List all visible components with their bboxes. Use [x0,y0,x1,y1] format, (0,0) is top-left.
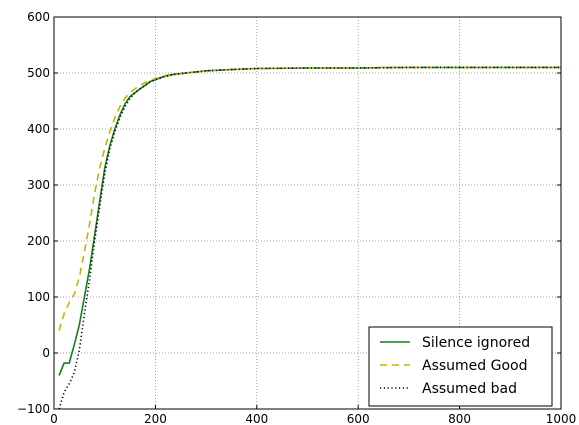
y-axis: −100 0 100 200 300 400 500 600 [17,10,561,416]
series-line-assumed-bad [58,66,561,410]
x-tick-label: 0 [50,412,58,425]
x-tick-label: 800 [448,412,471,425]
y-tick-label: 0 [42,346,50,360]
y-tick-label: 100 [27,290,50,304]
x-tick-label: 1000 [546,412,577,425]
plot-frame [53,16,562,410]
series-lines [58,66,561,410]
y-tick-label: 200 [27,234,50,248]
y-tick-label: −100 [17,402,50,416]
y-tick-label: 300 [27,178,50,192]
x-tick-label: 200 [144,412,167,425]
legend-label: Assumed bad [422,381,517,397]
legend-box [368,326,553,407]
x-axis: 0 200 400 600 800 1000 [50,405,576,425]
legend-label: Silence ignored [422,335,530,351]
y-tick-label: 600 [27,10,50,24]
y-tick-label: 400 [27,122,50,136]
legend: Silence ignored Assumed Good Assumed bad [368,326,553,407]
x-tick-label: 400 [245,412,268,425]
series-line-assumed-good [58,66,561,331]
y-tick-label: 500 [27,66,50,80]
legend-label: Assumed Good [422,358,528,374]
x-tick-label: 600 [347,412,370,425]
